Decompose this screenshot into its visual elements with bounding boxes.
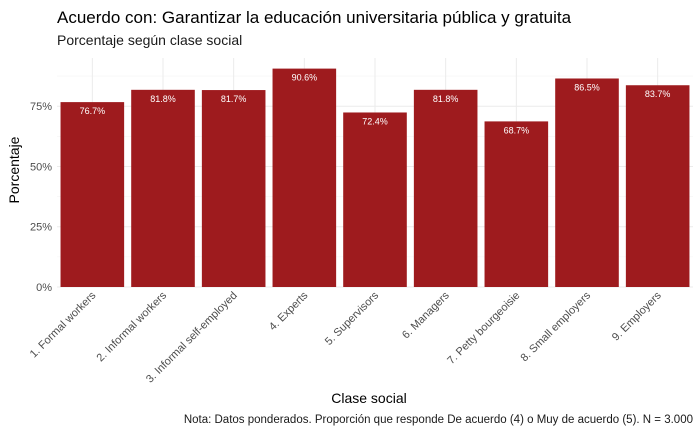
data-label: 83.7% xyxy=(645,89,671,99)
data-label: 81.8% xyxy=(433,94,459,104)
bar xyxy=(555,78,619,287)
bar xyxy=(484,121,549,287)
data-label: 68.7% xyxy=(504,125,530,135)
chart-title: Acuerdo con: Garantizar la educación uni… xyxy=(57,8,572,27)
data-label: 72.4% xyxy=(362,116,388,126)
bar xyxy=(201,90,266,287)
x-tick-label: 1. Formal workers xyxy=(28,289,99,360)
chart-subtitle: Porcentaje según clase social xyxy=(57,32,242,48)
y-axis-title: Porcentaje xyxy=(6,136,22,203)
chart-caption: Nota: Datos ponderados. Proporción que r… xyxy=(184,414,693,426)
y-axis-ticks: 0% 25% 50% 75% xyxy=(30,101,52,294)
data-label: 90.6% xyxy=(292,73,318,83)
y-tick-label: 25% xyxy=(30,222,52,234)
data-label: 81.7% xyxy=(221,94,247,104)
bar xyxy=(272,68,337,287)
data-label: 76.7% xyxy=(80,106,106,116)
y-tick-label: 75% xyxy=(30,101,52,113)
x-tick-label: 2. Informal workers xyxy=(94,289,169,364)
data-labels: 76.7% 81.8% 81.7% 90.6% 72.4% 81.8% 68.7% 86.5%… xyxy=(80,73,671,136)
bar xyxy=(625,85,690,287)
bar xyxy=(131,89,195,288)
y-tick-label: 50% xyxy=(30,161,52,173)
bars xyxy=(60,68,690,288)
y-tick-label: 0% xyxy=(36,282,52,294)
x-tick-label: 4. Experts xyxy=(267,289,311,333)
x-tick-label: 6. Managers xyxy=(400,289,452,341)
x-tick-label: 8. Small employers xyxy=(518,289,593,364)
x-axis-title: Clase social xyxy=(331,390,406,406)
x-tick-label: 7. Petty bourgeoisie xyxy=(445,290,522,367)
x-tick-label: 9. Employers xyxy=(610,289,664,343)
data-label: 81.8% xyxy=(150,94,176,104)
bar xyxy=(60,102,125,287)
data-label: 86.5% xyxy=(574,82,600,92)
x-tick-label: 5. Supervisors xyxy=(323,289,382,348)
bar xyxy=(343,112,407,287)
bar xyxy=(413,89,478,288)
